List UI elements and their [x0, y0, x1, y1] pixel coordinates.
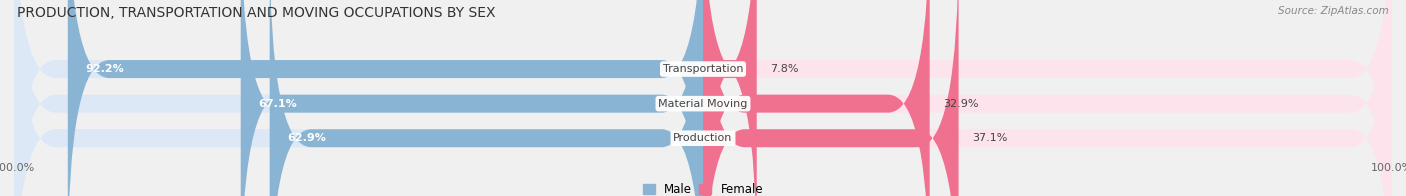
Text: Source: ZipAtlas.com: Source: ZipAtlas.com — [1278, 6, 1389, 16]
Text: 92.2%: 92.2% — [84, 64, 124, 74]
FancyBboxPatch shape — [703, 0, 959, 196]
Text: 62.9%: 62.9% — [287, 133, 326, 143]
Legend: Male, Female: Male, Female — [643, 183, 763, 196]
Text: 67.1%: 67.1% — [257, 99, 297, 109]
Text: 32.9%: 32.9% — [943, 99, 979, 109]
FancyBboxPatch shape — [703, 0, 1392, 196]
Text: Transportation: Transportation — [662, 64, 744, 74]
FancyBboxPatch shape — [270, 0, 703, 196]
Text: Production: Production — [673, 133, 733, 143]
FancyBboxPatch shape — [14, 0, 703, 196]
Text: PRODUCTION, TRANSPORTATION AND MOVING OCCUPATIONS BY SEX: PRODUCTION, TRANSPORTATION AND MOVING OC… — [17, 6, 495, 20]
FancyBboxPatch shape — [14, 0, 703, 196]
Text: 7.8%: 7.8% — [770, 64, 799, 74]
FancyBboxPatch shape — [703, 0, 929, 196]
FancyBboxPatch shape — [703, 0, 1392, 196]
FancyBboxPatch shape — [703, 0, 1392, 196]
Text: 37.1%: 37.1% — [973, 133, 1008, 143]
Text: Material Moving: Material Moving — [658, 99, 748, 109]
FancyBboxPatch shape — [703, 0, 756, 196]
FancyBboxPatch shape — [67, 0, 703, 196]
FancyBboxPatch shape — [14, 0, 703, 196]
FancyBboxPatch shape — [240, 0, 703, 196]
